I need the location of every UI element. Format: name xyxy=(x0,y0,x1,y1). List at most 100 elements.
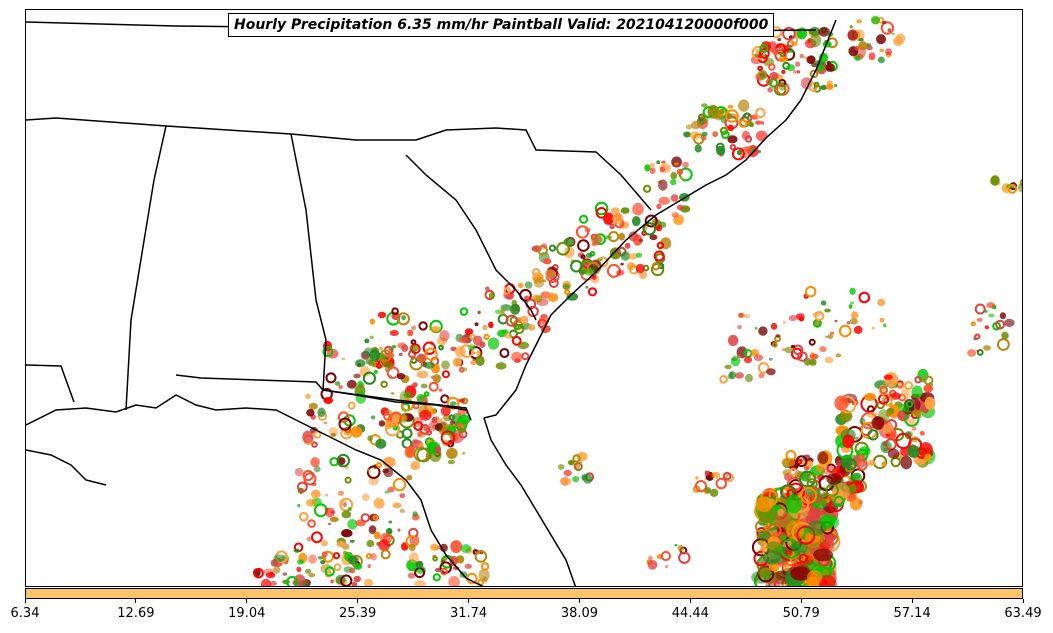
precip-blob xyxy=(868,52,876,61)
precip-blob xyxy=(877,56,885,64)
precip-blob xyxy=(401,428,413,439)
precip-blob xyxy=(418,321,428,331)
precip-blob xyxy=(701,103,708,108)
precip-blob xyxy=(807,569,823,586)
precip-blob xyxy=(558,464,565,470)
colorbar-tick xyxy=(578,599,580,603)
precip-blob xyxy=(797,351,808,362)
precip-blob xyxy=(260,578,272,586)
precip-blob xyxy=(347,519,358,530)
precip-blob xyxy=(878,384,888,396)
precip-blob xyxy=(632,202,644,216)
precip-blob xyxy=(1007,183,1018,194)
precip-blob xyxy=(441,559,446,564)
precip-blob xyxy=(758,530,771,542)
precip-blob xyxy=(269,581,277,586)
precip-blob xyxy=(626,262,636,271)
precip-blob xyxy=(812,311,821,317)
precip-blob xyxy=(822,465,837,475)
precip-blob xyxy=(859,417,866,425)
precip-blob xyxy=(632,216,641,227)
precip-blob xyxy=(790,566,811,581)
precip-blob xyxy=(464,563,472,569)
precip-blob xyxy=(648,555,653,561)
colorbar-tick-label: 50.79 xyxy=(782,606,820,621)
precip-blob xyxy=(548,278,559,289)
precip-blob xyxy=(784,346,794,354)
precip-blob xyxy=(827,494,836,501)
precip-blob xyxy=(671,212,679,218)
precip-blob xyxy=(779,484,795,500)
precip-blob xyxy=(353,563,363,570)
precip-blob xyxy=(776,43,782,49)
precip-blob xyxy=(438,388,443,392)
precip-blob xyxy=(320,540,328,547)
precip-blob xyxy=(795,61,801,67)
precip-blob xyxy=(438,344,444,351)
precip-blob xyxy=(879,48,884,53)
precip-blob xyxy=(382,468,389,474)
precip-blob xyxy=(917,368,929,382)
precip-blob xyxy=(658,196,670,205)
precip-blob xyxy=(591,241,597,247)
precip-blob xyxy=(415,560,424,569)
precip-blob xyxy=(656,203,662,209)
precip-blob xyxy=(324,507,335,518)
precip-blob xyxy=(313,430,322,439)
precip-blob xyxy=(448,414,455,421)
precip-blob xyxy=(416,370,429,379)
precip-blob xyxy=(789,467,798,476)
precip-blob xyxy=(306,408,315,417)
precip-blob xyxy=(848,304,853,309)
precip-blob xyxy=(889,392,901,400)
precip-blob xyxy=(358,430,363,434)
precip-blob xyxy=(820,85,828,90)
precip-blob xyxy=(727,334,739,347)
precip-blob xyxy=(416,447,432,463)
precip-blob xyxy=(910,436,919,443)
precip-blob xyxy=(351,582,358,586)
precip-blob xyxy=(504,332,513,339)
precip-blob xyxy=(375,438,387,449)
precip-blob xyxy=(368,476,379,486)
precip-blob xyxy=(423,426,429,432)
precip-blob xyxy=(722,471,732,481)
precip-blob xyxy=(818,27,830,37)
precip-blob xyxy=(362,493,370,502)
precip-blob xyxy=(775,334,781,338)
precip-blob xyxy=(829,331,835,335)
precip-blob xyxy=(422,341,437,355)
precip-blob xyxy=(305,393,311,399)
precip-blob xyxy=(744,146,751,152)
precip-blob xyxy=(439,543,448,552)
precip-blob xyxy=(376,363,382,369)
precip-blob xyxy=(461,367,468,372)
precip-blob xyxy=(845,458,857,471)
precip-blob xyxy=(464,328,474,335)
precip-blob xyxy=(649,162,655,168)
precip-blob xyxy=(757,362,770,374)
precip-blob xyxy=(384,421,401,437)
precip-blob xyxy=(882,323,887,328)
precip-blob xyxy=(448,575,460,586)
precip-blob xyxy=(674,544,678,547)
precip-blob xyxy=(365,358,373,365)
colorbar-tick xyxy=(911,599,913,603)
precip-blob xyxy=(879,317,885,323)
precip-blob xyxy=(332,552,341,560)
precip-blob xyxy=(324,566,335,577)
precip-blob xyxy=(643,184,652,193)
colorbar xyxy=(25,588,1023,599)
precip-blob xyxy=(386,366,400,380)
precip-blob xyxy=(391,345,397,349)
precip-blob xyxy=(305,568,312,574)
la-ms-boundary xyxy=(26,364,75,403)
precip-blob xyxy=(867,429,879,441)
precip-blob xyxy=(808,338,816,346)
precip-blob xyxy=(474,322,479,327)
precip-blob xyxy=(293,548,300,553)
precip-blob xyxy=(610,207,620,215)
precip-blob xyxy=(807,520,827,536)
precip-blob xyxy=(923,375,934,386)
precip-blob xyxy=(310,457,320,468)
